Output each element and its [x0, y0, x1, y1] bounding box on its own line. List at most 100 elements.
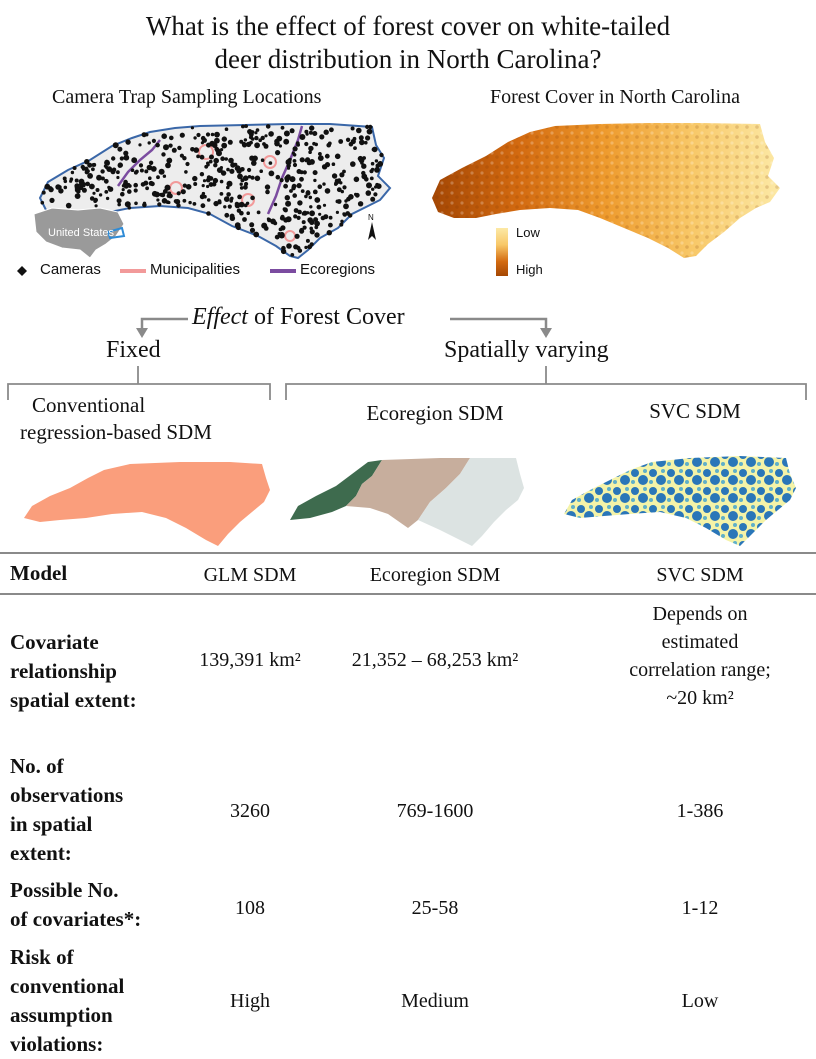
camera-point	[373, 192, 378, 197]
row-1-label-line: spatial extent:	[10, 688, 137, 712]
municipality-4	[263, 155, 277, 169]
camera-point	[131, 157, 138, 164]
camera-point	[166, 157, 173, 164]
camera-point	[265, 124, 271, 129]
camera-point	[70, 170, 75, 175]
camera-point	[164, 184, 171, 191]
camera-point	[229, 213, 235, 219]
camera-point	[145, 186, 150, 191]
camera-point	[89, 183, 95, 190]
camera-point	[275, 150, 281, 156]
camera-point	[236, 208, 242, 213]
camera-point	[193, 182, 198, 186]
camera-point	[49, 197, 55, 203]
row-4-glm: High	[230, 990, 270, 1012]
camera-point	[86, 182, 90, 186]
camera-point	[296, 215, 301, 220]
camera-point	[228, 157, 234, 164]
camera-point	[224, 157, 228, 161]
row-3-ecoregion: 25-58	[411, 897, 459, 919]
camera-point	[312, 189, 318, 195]
camera-point	[242, 217, 247, 222]
legend-forest-high: High	[516, 262, 543, 277]
camera-point	[335, 199, 340, 204]
camera-point	[44, 183, 51, 190]
camera-point	[322, 182, 326, 186]
camera-point	[295, 141, 300, 146]
camera-point	[268, 131, 274, 137]
model-title-svc: SVC SDM	[649, 399, 741, 423]
camera-point	[292, 162, 298, 168]
row-3-label: Possible No. of covariates*:	[10, 876, 141, 934]
camera-point	[140, 182, 146, 187]
camera-point	[366, 128, 373, 135]
row-2-label-line: extent:	[10, 841, 72, 865]
row-4-label-line: violations:	[10, 1032, 104, 1056]
camera-point	[148, 180, 154, 186]
camera-point	[185, 184, 192, 190]
camera-point	[285, 200, 292, 207]
camera-point	[270, 218, 276, 225]
camera-point	[224, 127, 229, 131]
camera-point	[348, 141, 354, 147]
camera-point	[369, 176, 374, 181]
camera-point	[242, 175, 249, 181]
row-4-svc: Low	[681, 990, 719, 1012]
row-3-svc: 1-12	[681, 897, 719, 919]
camera-point	[293, 214, 298, 219]
arrow-to-varying	[450, 317, 548, 330]
camera-point	[337, 178, 342, 182]
camera-point	[264, 134, 268, 138]
camera-point	[158, 168, 165, 175]
camera-point	[308, 145, 314, 152]
camera-point	[365, 124, 370, 129]
camera-point	[161, 198, 168, 204]
ecoregion-piedmont	[346, 458, 470, 528]
row-2-label-line: observations	[10, 783, 124, 807]
camera-point	[156, 198, 160, 202]
camera-point	[169, 135, 174, 141]
row-3-label-line: of covariates*:	[10, 907, 142, 931]
camera-point	[226, 185, 230, 190]
camera-point	[308, 150, 312, 154]
camera-point	[227, 139, 233, 145]
camera-point	[63, 179, 68, 184]
camera-point	[317, 184, 323, 189]
camera-point	[263, 143, 269, 149]
camera-point	[305, 238, 310, 243]
camera-point	[219, 192, 224, 196]
camera-point	[292, 193, 298, 198]
camera-point	[202, 179, 207, 183]
camera-point	[95, 188, 100, 192]
camera-point	[309, 210, 315, 217]
table-header-glm: GLM SDM	[203, 564, 297, 586]
camera-point	[328, 215, 333, 220]
camera-point	[264, 184, 271, 190]
camera-point	[313, 178, 317, 183]
camera-point	[302, 170, 307, 175]
camera-point	[48, 186, 54, 193]
camera-point	[55, 184, 61, 190]
camera-point	[87, 173, 93, 179]
camera-point	[350, 126, 355, 131]
north-label: N	[368, 213, 374, 222]
camera-point	[58, 188, 64, 194]
camera-point	[121, 188, 125, 192]
camera-point	[41, 190, 46, 195]
camera-point	[206, 161, 210, 166]
camera-point	[133, 170, 138, 175]
camera-point	[345, 137, 351, 142]
camera-point	[296, 169, 302, 174]
camera-point	[125, 139, 131, 145]
camera-point	[213, 200, 219, 207]
us-inset-map	[33, 207, 125, 259]
camera-point	[304, 245, 308, 250]
camera-point	[327, 141, 332, 146]
camera-point	[319, 134, 325, 140]
row-1-label: Covariate relationship spatial extent:	[10, 628, 137, 715]
camera-point	[369, 169, 374, 174]
camera-point	[74, 178, 79, 183]
camera-point	[357, 201, 364, 207]
table-header-svc: SVC SDM	[656, 564, 744, 586]
camera-point	[309, 159, 315, 165]
